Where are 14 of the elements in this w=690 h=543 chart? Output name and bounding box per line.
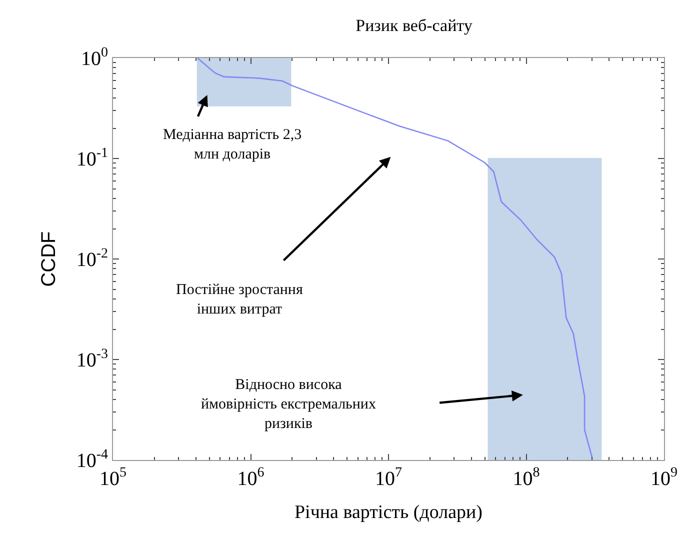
- y-tick-label: 10$^{-1}$: [76, 146, 108, 170]
- x-tick-label: 10$^{9}$: [650, 466, 678, 490]
- x-tick-label: 10$^{6}$: [237, 466, 264, 490]
- annotation: Постійне зростання інших витрат: [176, 282, 303, 318]
- y-tick-label: 10$^{0}$: [81, 46, 108, 70]
- x-tick-label: 10$^{8}$: [512, 466, 540, 490]
- x-axis-title: Річна вартість (долари): [294, 502, 483, 523]
- y-tick-label: 10$^{-2}$: [76, 246, 108, 271]
- y-tick-label: 10$^{-3}$: [76, 347, 108, 372]
- annotation: Відносно висока ймовірність екстремальних ризиків: [201, 377, 376, 432]
- y-axis-title: CCDF: [38, 231, 60, 287]
- x-tick-label: 10$^{7}$: [375, 466, 402, 490]
- chart-title: Ризик веб-сайту: [356, 16, 473, 35]
- annotation: Медіанна вартість 2,3 млн доларів: [163, 127, 302, 162]
